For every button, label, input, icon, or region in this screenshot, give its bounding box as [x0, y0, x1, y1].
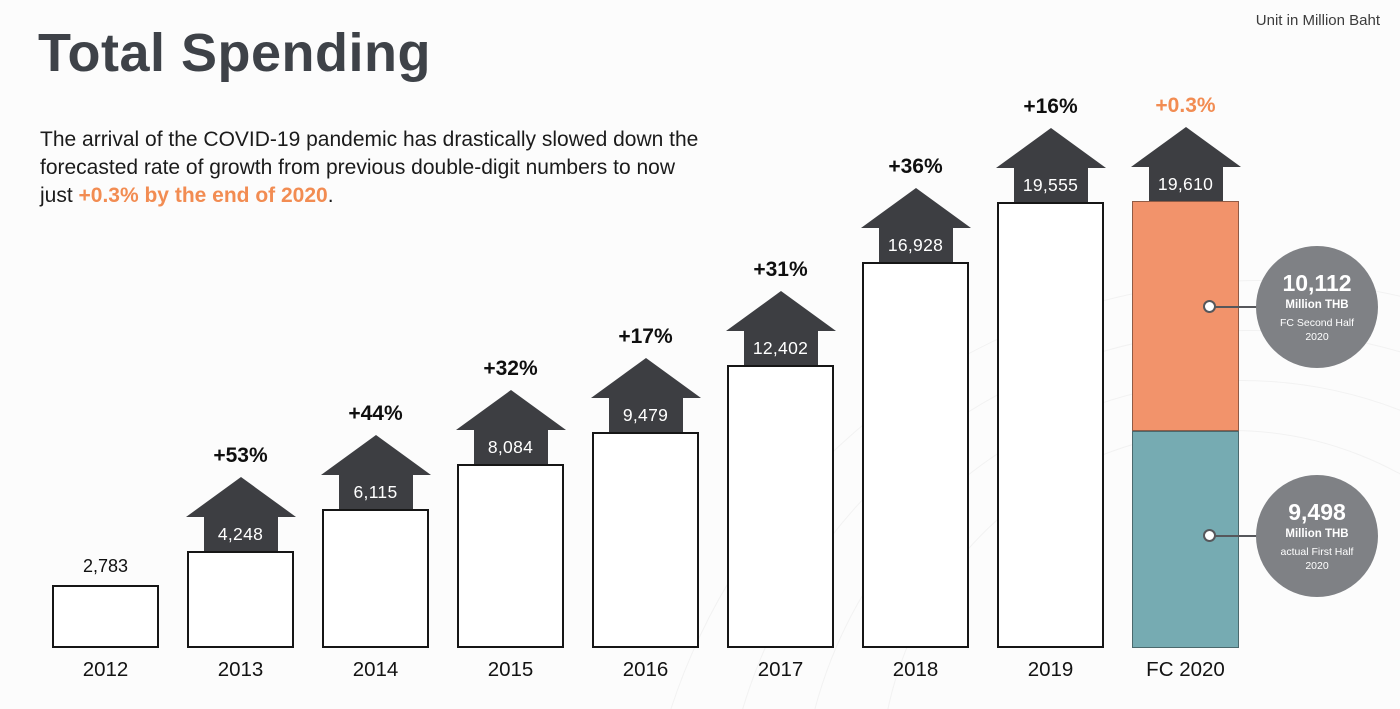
description: The arrival of the COVID-19 pandemic has… — [40, 126, 700, 210]
description-highlight: +0.3% by the end of 2020 — [78, 184, 328, 207]
connector-line-second-half — [1214, 306, 1258, 308]
growth-label: +16% — [1023, 95, 1078, 118]
bar-value: 19,610 — [1148, 167, 1223, 201]
growth-label: +0.3% — [1155, 94, 1216, 117]
chart-row: 2,783 2012 +53% 4,248 2013 +44% 6,115 2014 +32% 8… — [38, 94, 1253, 692]
growth-arrow-icon — [185, 477, 296, 517]
axis-label-2013: 2013 — [217, 658, 264, 681]
axis-label-2016: 2016 — [622, 658, 669, 681]
description-text: The arrival of the COVID-19 pandemic has… — [40, 128, 699, 207]
description-period: . — [327, 184, 334, 207]
bar-column-2018: +36% 16,928 2018 — [848, 94, 983, 692]
badge-value: 10,112 — [1282, 270, 1352, 297]
badge-value: 9,498 — [1288, 499, 1346, 526]
bar-2018 — [862, 262, 969, 648]
badge-unit: Million THB — [1285, 299, 1349, 312]
bar-value: 4,248 — [203, 517, 278, 551]
bar-column-2013: +53% 4,248 2013 — [173, 94, 308, 692]
growth-arrow-icon — [1130, 127, 1241, 167]
unit-note: Unit in Million Baht — [1255, 12, 1380, 29]
connector-line-first-half — [1214, 535, 1258, 537]
growth-arrow-icon — [320, 435, 431, 475]
bar-value: 12,402 — [743, 331, 818, 365]
callout-badge-fc-second-half: 10,112 Million THB FC Second Half 2020 — [1256, 246, 1378, 368]
bar-column-2014: +44% 6,115 2014 — [308, 94, 443, 692]
axis-label-2018: 2018 — [892, 658, 939, 681]
bar-2017 — [727, 365, 834, 648]
bar-2019 — [997, 202, 1104, 648]
growth-arrow-icon — [455, 390, 566, 430]
bar-column-fc-2020: +0.3% 19,610 FC 2020 — [1118, 94, 1253, 692]
bar-value: 9,479 — [608, 398, 683, 432]
axis-label-2017: 2017 — [757, 658, 804, 681]
bar-2014 — [322, 509, 429, 648]
axis-label-fc-2020: FC 2020 — [1146, 658, 1225, 681]
badge-caption: FC Second Half 2020 — [1279, 317, 1355, 343]
axis-label-2015: 2015 — [487, 658, 534, 681]
bar-2016 — [592, 432, 699, 648]
growth-arrow-icon — [995, 128, 1106, 168]
bar-value: 2,783 — [82, 556, 129, 576]
bar-column-2019: +16% 19,555 2019 — [983, 94, 1118, 692]
page-title: Total Spending — [38, 23, 431, 83]
axis-label-2014: 2014 — [352, 658, 399, 681]
bar-segment-actual-first-half-2020 — [1132, 431, 1239, 648]
axis-label-2012: 2012 — [82, 658, 129, 681]
bar-fc-2020 — [1132, 201, 1239, 648]
growth-label: +44% — [348, 402, 403, 425]
axis-label-2019: 2019 — [1027, 658, 1074, 681]
bar-value: 8,084 — [473, 430, 548, 464]
badge-caption: actual First Half 2020 — [1280, 546, 1354, 572]
bar-2013 — [187, 551, 294, 648]
badge-unit: Million THB — [1285, 528, 1349, 541]
growth-label: +53% — [213, 444, 268, 467]
growth-label: +17% — [618, 325, 673, 348]
growth-arrow-icon — [725, 291, 836, 331]
bar-value: 19,555 — [1013, 168, 1088, 202]
bar-column-2012: 2,783 2012 — [38, 94, 173, 692]
bar-value: 16,928 — [878, 228, 953, 262]
bar-column-2017: +31% 12,402 2017 — [713, 94, 848, 692]
growth-label: +32% — [483, 357, 538, 380]
connector-dot-icon — [1203, 529, 1216, 542]
connector-dot-icon — [1203, 300, 1216, 313]
growth-label: +36% — [888, 155, 943, 178]
bar-column-2016: +17% 9,479 2016 — [578, 94, 713, 692]
bar-column-2015: +32% 8,084 2015 — [443, 94, 578, 692]
callout-badge-actual-first-half: 9,498 Million THB actual First Half 2020 — [1256, 475, 1378, 597]
growth-label: +31% — [753, 258, 808, 281]
bar-2012 — [52, 585, 159, 648]
growth-arrow-icon — [590, 358, 701, 398]
growth-arrow-icon — [860, 188, 971, 228]
bar-2015 — [457, 464, 564, 648]
bar-value: 6,115 — [338, 475, 413, 509]
bar-segment-fc-second-half-2020 — [1132, 201, 1239, 432]
